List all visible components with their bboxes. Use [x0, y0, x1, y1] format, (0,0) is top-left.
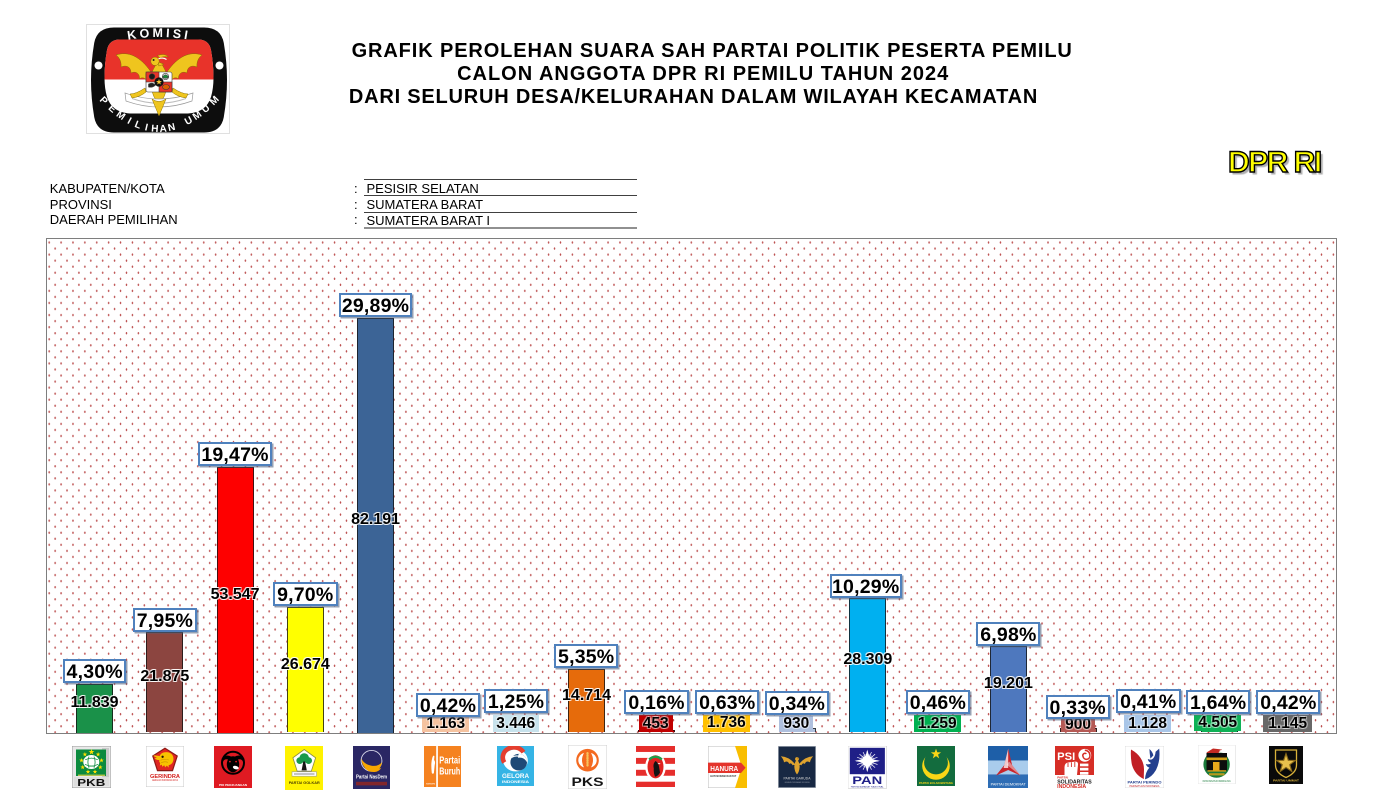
svg-text:HANURA: HANURA: [710, 766, 738, 773]
svg-text:GELORA: GELORA: [502, 775, 530, 781]
svg-text:GERAKAN INDONESIA RAYA: GERAKAN INDONESIA RAYA: [152, 779, 178, 782]
svg-text:INDONESIA: INDONESIA: [502, 780, 529, 784]
svg-text:N: N: [166, 121, 176, 133]
svg-text:PDI PERJUANGAN: PDI PERJUANGAN: [219, 783, 247, 787]
svg-text:PARTAI DEMOKRAT: PARTAI DEMOKRAT: [991, 783, 1026, 787]
svg-text:GERINDRA: GERINDRA: [150, 774, 180, 780]
svg-text:H: H: [150, 123, 158, 133]
svg-text:PERSATUAN INDONESIA: PERSATUAN INDONESIA: [1129, 785, 1159, 788]
svg-text:Buruh: Buruh: [439, 766, 460, 777]
svg-text:PARTAI AMANAT NASIONAL: PARTAI AMANAT NASIONAL: [851, 786, 885, 789]
svg-text:PARTAI GARUDA: PARTAI GARUDA: [784, 776, 812, 780]
svg-text:PKB: PKB: [77, 777, 106, 788]
svg-text:A: A: [159, 123, 167, 133]
svg-text:HATI NURANI RAKYAT: HATI NURANI RAKYAT: [710, 774, 736, 778]
svg-text:PAN: PAN: [852, 776, 882, 788]
svg-text:PSI: PSI: [1058, 751, 1076, 763]
svg-text:PARTAI BULAN BINTANG: PARTAI BULAN BINTANG: [919, 781, 953, 785]
svg-text:I: I: [125, 115, 133, 126]
svg-text:PARTAI PERINDO: PARTAI PERINDO: [1127, 781, 1161, 785]
svg-text:L: L: [132, 119, 142, 131]
svg-text:KSPI-KSPSI: KSPI-KSPSI: [426, 783, 435, 785]
svg-text:SOLIDARITAS: SOLIDARITAS: [1058, 780, 1093, 786]
svg-text:PARTAI: PARTAI: [1058, 776, 1069, 780]
svg-text:I: I: [143, 122, 148, 133]
svg-text:PARTAI UMMAT: PARTAI UMMAT: [1273, 778, 1299, 782]
svg-text:GERAKAN PERUBAHAN INDONESIA: GERAKAN PERUBAHAN INDONESIA: [785, 781, 810, 784]
svg-text:Partai: Partai: [439, 755, 460, 766]
svg-text:PKS: PKS: [571, 777, 603, 789]
svg-text:Partai NasDem: Partai NasDem: [356, 774, 387, 780]
svg-text:INDONESIA: INDONESIA: [1058, 784, 1087, 788]
svg-text:PARTAI GOLKAR: PARTAI GOLKAR: [288, 779, 319, 784]
svg-text:PARTAI PERSATUAN PEMBANGUNAN: PARTAI PERSATUAN PEMBANGUNAN: [1203, 780, 1231, 783]
svg-text:U: U: [182, 114, 194, 127]
